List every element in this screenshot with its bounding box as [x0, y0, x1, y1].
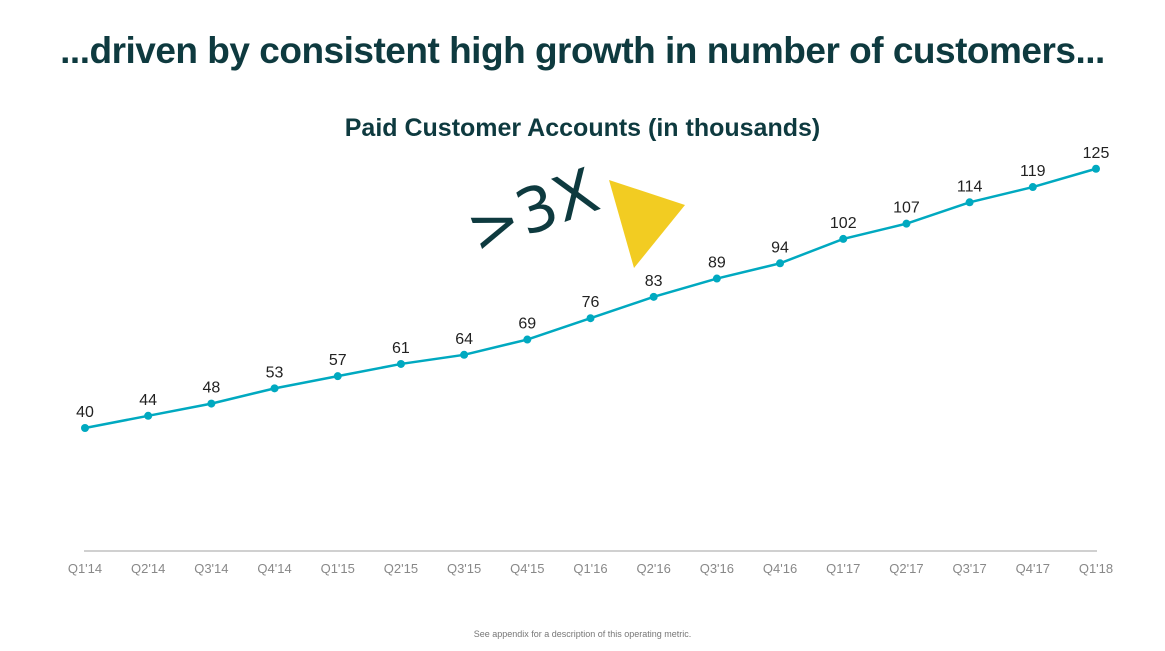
- x-tick-label: Q4'16: [763, 561, 797, 576]
- yellow-triangle-icon: [609, 180, 685, 268]
- data-point: [144, 411, 153, 420]
- data-label: 44: [139, 392, 157, 409]
- x-tick-label: Q3'16: [700, 561, 734, 576]
- chart-title: Paid Customer Accounts (in thousands): [344, 114, 821, 142]
- x-tick-label: Q1'17: [826, 561, 860, 576]
- data-point: [839, 234, 848, 243]
- x-tick-label: Q3'17: [952, 561, 986, 576]
- x-tick-label: Q3'14: [194, 561, 228, 576]
- data-point: [396, 359, 405, 368]
- data-label: 107: [893, 200, 920, 217]
- x-tick-label: Q3'15: [447, 561, 481, 576]
- data-label: 94: [771, 239, 789, 256]
- x-tick-label: Q1'15: [321, 561, 355, 576]
- data-point: [333, 372, 342, 381]
- x-tick-label: Q1'14: [68, 561, 102, 576]
- data-label: 114: [957, 178, 983, 195]
- data-point: [270, 384, 279, 393]
- data-label: 48: [202, 380, 220, 397]
- data-label: 69: [518, 316, 536, 333]
- data-label: 89: [708, 255, 726, 272]
- x-tick-label: Q2'14: [131, 561, 165, 576]
- data-point: [586, 314, 595, 323]
- data-label: 61: [392, 340, 410, 357]
- data-point: [965, 198, 974, 207]
- data-label: 119: [1020, 163, 1046, 180]
- data-point: [1092, 164, 1100, 173]
- data-label: 83: [645, 273, 663, 290]
- data-label: 53: [266, 364, 284, 381]
- x-tick-label: Q1'18: [1079, 561, 1113, 576]
- x-tick-label: Q2'16: [637, 561, 671, 576]
- data-label: 76: [582, 294, 600, 311]
- data-label: 125: [1083, 145, 1110, 162]
- x-tick-label: Q2'15: [384, 561, 418, 576]
- x-tick-label: Q2'17: [889, 561, 923, 576]
- slide-headline: ...driven by consistent high growth in n…: [60, 30, 1105, 71]
- data-point: [776, 259, 785, 268]
- data-point: [649, 292, 658, 301]
- data-label: 57: [329, 352, 347, 369]
- data-point: [1028, 183, 1037, 192]
- x-tick-label: Q4'14: [257, 561, 291, 576]
- data-label: 102: [830, 215, 857, 232]
- data-label: 40: [76, 404, 94, 421]
- data-point: [523, 335, 532, 344]
- footnote: See appendix for a description of this o…: [473, 629, 692, 639]
- data-point: [81, 424, 89, 432]
- x-tick-label: Q1'16: [573, 561, 607, 576]
- x-tick-label: Q4'15: [510, 561, 544, 576]
- data-point: [902, 219, 911, 228]
- data-point: [460, 350, 469, 359]
- data-point: [207, 399, 216, 408]
- x-tick-label: Q4'17: [1016, 561, 1050, 576]
- data-label: 64: [455, 331, 473, 348]
- data-point: [712, 274, 721, 283]
